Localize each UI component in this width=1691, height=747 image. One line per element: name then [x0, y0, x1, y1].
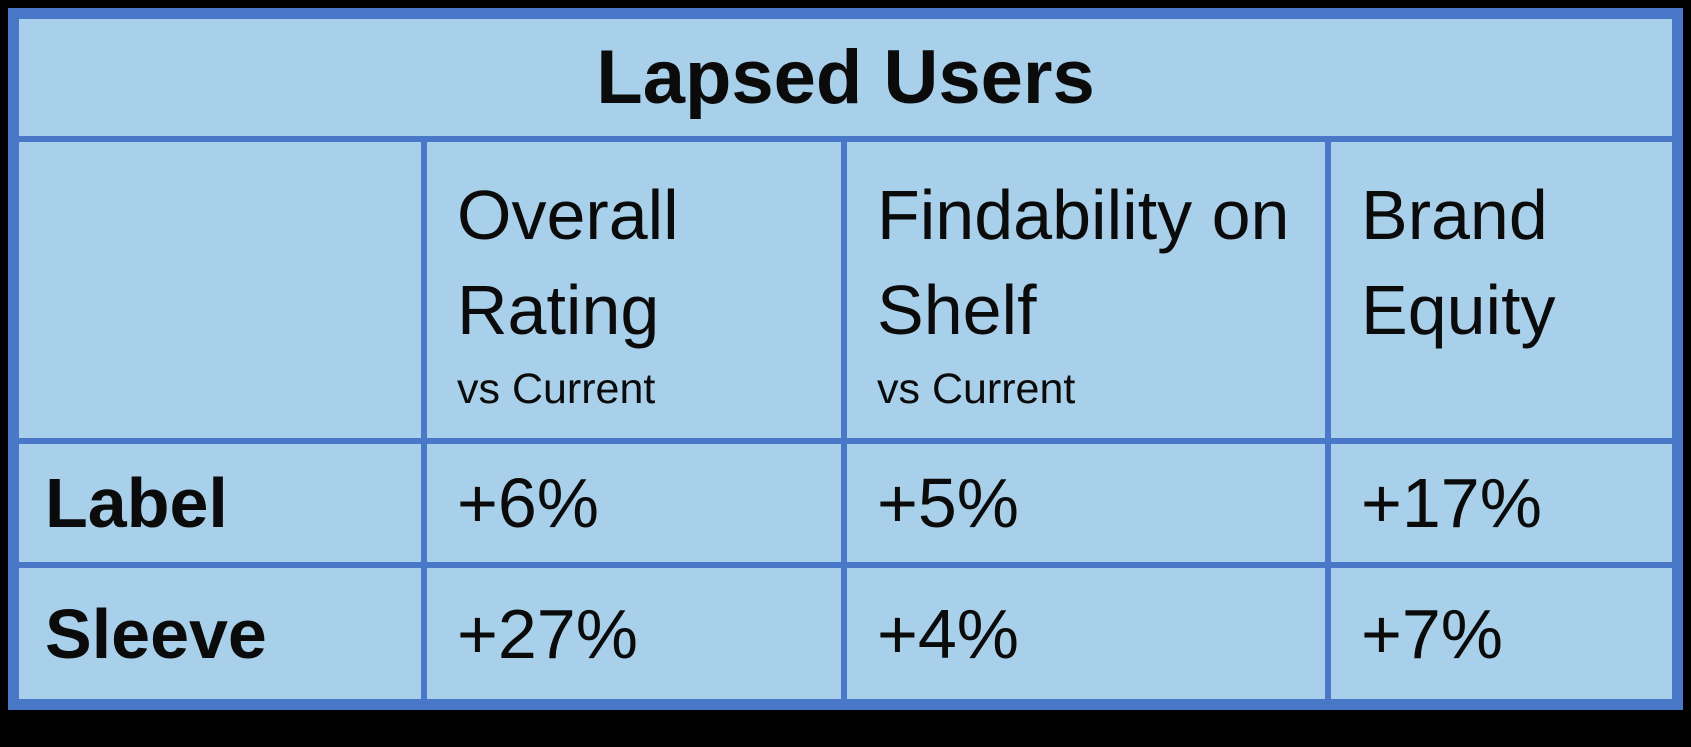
table-title-cell: Lapsed Users	[19, 19, 1672, 136]
row-header-corner-cell	[19, 142, 421, 438]
cell-value: +7%	[1361, 594, 1504, 673]
cell-value: +17%	[1361, 464, 1542, 542]
column-header-sublabel: vs Current	[457, 365, 656, 414]
table-grid: Lapsed Users Overall Rating vs Current F…	[19, 19, 1672, 699]
column-header-overall-rating: Overall Rating vs Current	[427, 142, 841, 438]
value-label-brand-equity: +17%	[1331, 444, 1672, 562]
column-header-label: Overall Rating	[457, 176, 679, 350]
value-sleeve-brand-equity: +7%	[1331, 568, 1672, 699]
value-sleeve-findability: +4%	[847, 568, 1325, 699]
cell-value: +6%	[457, 464, 600, 542]
row-header-sleeve: Sleeve	[19, 568, 421, 699]
lapsed-users-table: Lapsed Users Overall Rating vs Current F…	[8, 8, 1683, 710]
value-sleeve-overall-rating: +27%	[427, 568, 841, 699]
table-title: Lapsed Users	[596, 35, 1095, 120]
cell-value: +27%	[457, 594, 638, 673]
column-header-findability-on-shelf: Findability on Shelf vs Current	[847, 142, 1325, 438]
cell-value: +4%	[877, 594, 1020, 673]
column-header-sublabel: vs Current	[877, 365, 1076, 414]
row-label: Label	[45, 464, 228, 542]
row-label: Sleeve	[45, 594, 267, 673]
column-header-label: Brand Equity	[1361, 176, 1556, 350]
column-header-label: Findability on Shelf	[877, 176, 1290, 350]
value-label-overall-rating: +6%	[427, 444, 841, 562]
cell-value: +5%	[877, 464, 1020, 542]
row-header-label: Label	[19, 444, 421, 562]
column-header-brand-equity: Brand Equity	[1331, 142, 1672, 438]
value-label-findability: +5%	[847, 444, 1325, 562]
